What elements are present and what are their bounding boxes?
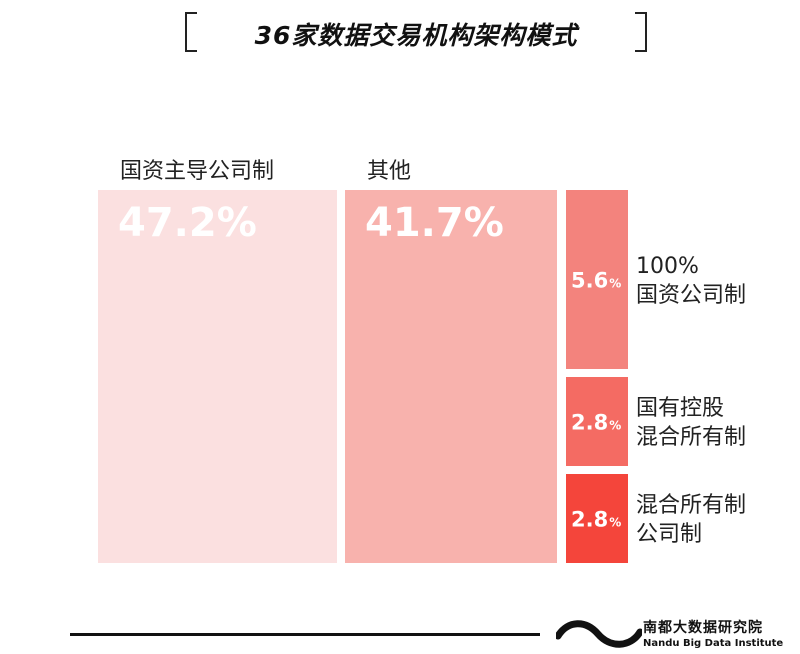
title-frame: 36家数据交易机构架构模式 (185, 12, 647, 52)
segment-name-4-line-1: 公司制 (636, 522, 702, 547)
segment-name-3-line-0: 国有控股 (636, 396, 724, 421)
segment-value-4: 2.8% (571, 508, 621, 532)
segment-value-0: 47.2% (118, 200, 257, 246)
segment-rect-1 (345, 190, 557, 563)
segment-name-3-line-1: 混合所有制 (636, 425, 746, 450)
right-bracket (635, 12, 647, 52)
segment-name-2-line-1: 国资公司制 (636, 283, 746, 308)
segment-value-2: 5.6% (571, 269, 621, 293)
segment-rect-4 (566, 474, 628, 563)
segment-rect-2 (566, 190, 628, 369)
segment-rect-0 (98, 190, 337, 563)
institute-name-en: Nandu Big Data Institute (643, 638, 784, 649)
footer-divider (70, 633, 540, 636)
segment-name-0: 国资主导公司制 (120, 159, 274, 184)
segment-name-1: 其他 (367, 159, 411, 184)
segment-name-4-line-0: 混合所有制 (636, 493, 746, 518)
segment-rect-3 (566, 377, 628, 466)
left-bracket (185, 12, 197, 52)
institute-name-cn: 南都大数据研究院 (643, 620, 763, 636)
institute-logo (556, 620, 642, 648)
chart-title: 36家数据交易机构架构模式 (254, 21, 578, 50)
segment-value-1: 41.7% (365, 200, 504, 246)
segment-value-3: 2.8% (571, 411, 621, 435)
segment-name-2-line-0: 100% (636, 254, 699, 279)
